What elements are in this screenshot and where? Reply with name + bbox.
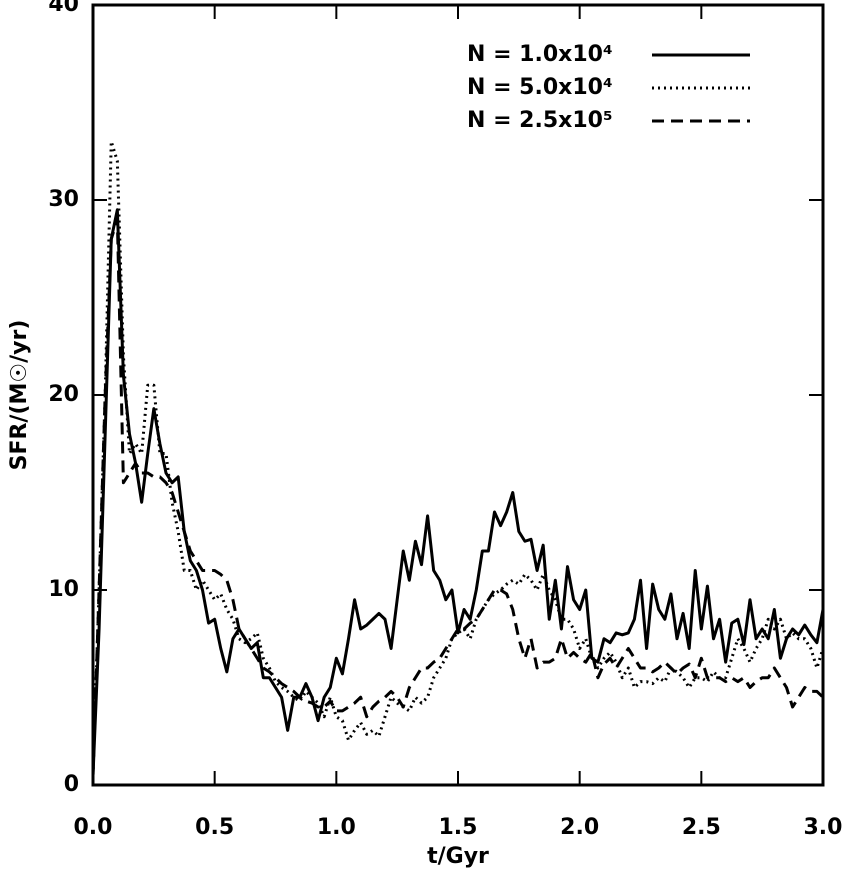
- series-line: [91, 140, 825, 776]
- plot-frame: [91, 3, 825, 787]
- y-tick-label: 0: [64, 772, 79, 797]
- y-axis-label: SFR/(M☉/yr): [7, 320, 32, 471]
- x-axis-label: t/Gyr: [427, 844, 489, 869]
- x-tick-label: 2.0: [560, 815, 599, 840]
- x-tick-label: 2.5: [682, 815, 721, 840]
- y-tick-label: 20: [48, 382, 79, 407]
- x-tick-label: 0.0: [74, 815, 113, 840]
- y-tick-label: 30: [48, 187, 79, 212]
- x-tick-label: 3.0: [804, 815, 843, 840]
- y-tick-label: 10: [48, 577, 79, 602]
- y-tick-label: 40: [48, 0, 79, 17]
- series-line: [91, 208, 825, 776]
- x-tick-label: 1.0: [317, 815, 356, 840]
- series-line: [91, 218, 825, 776]
- legend-label: N = 1.0x10⁴: [467, 42, 613, 67]
- x-tick-label: 1.5: [439, 815, 478, 840]
- x-tick-label: 0.5: [195, 815, 234, 840]
- legend-label: N = 5.0x10⁴: [467, 75, 613, 100]
- legend-label: N = 2.5x10⁵: [467, 108, 613, 133]
